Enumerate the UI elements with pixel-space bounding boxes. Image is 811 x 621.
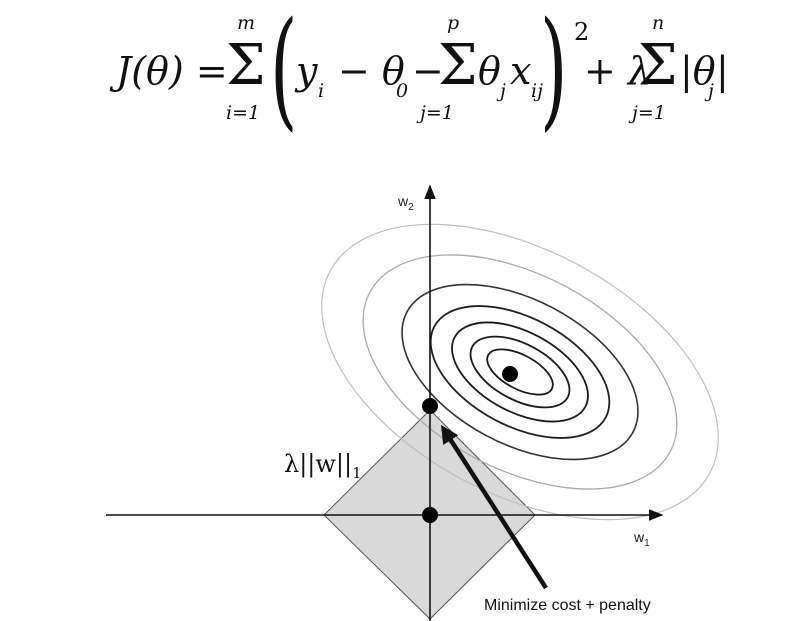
power-2: 2 bbox=[574, 18, 590, 46]
sum3-lower: j=1 bbox=[632, 102, 666, 124]
term-x: x bbox=[510, 49, 532, 93]
sum3-sigma: Σ bbox=[638, 33, 678, 98]
contour-ring bbox=[362, 254, 678, 490]
term-minus-theta0: − θ bbox=[338, 49, 405, 93]
contour-ring bbox=[451, 321, 589, 423]
contour-ring bbox=[429, 305, 611, 439]
formula-lhs: J(θ) = bbox=[116, 49, 228, 93]
lasso-cost-formula: J(θ) = m Σ i=1 ( y i − θ 0 − p Σ j=1 θ j… bbox=[0, 0, 811, 150]
term-theta-j: θ bbox=[478, 49, 501, 93]
contour-ring bbox=[469, 335, 571, 409]
sum2-upper: p bbox=[447, 12, 460, 34]
sum3-upper: n bbox=[652, 12, 665, 34]
x-axis-label-sub: 1 bbox=[644, 537, 650, 549]
term-minus: − bbox=[412, 49, 444, 93]
term-plus-lambda: + λ bbox=[584, 49, 653, 93]
sum2-sigma: Σ bbox=[438, 33, 478, 98]
caption-minimize-cost-penalty: Minimize cost + penalty bbox=[484, 597, 651, 614]
penalty-label-sub: 1 bbox=[352, 463, 362, 482]
contour-ring bbox=[321, 223, 719, 521]
sum1-upper: m bbox=[237, 12, 256, 34]
theta-j-sub: j bbox=[500, 80, 506, 102]
contour-ring bbox=[401, 283, 639, 461]
right-paren: ) bbox=[540, 0, 568, 144]
y-axis-label-text: w bbox=[398, 193, 409, 209]
origin-point bbox=[422, 507, 438, 523]
sum1-sigma: Σ bbox=[226, 33, 266, 98]
ols-minimum-point bbox=[502, 366, 518, 382]
penalty-label-text: λ||w|| bbox=[284, 450, 353, 478]
term-y: y bbox=[296, 49, 318, 93]
sum1-lower: i=1 bbox=[226, 102, 261, 124]
x-sub: ij bbox=[531, 80, 543, 102]
abs-theta-sub: j bbox=[708, 80, 714, 102]
lasso-solution-point bbox=[422, 398, 438, 414]
x-axis-label: w1 bbox=[634, 530, 650, 549]
pointer-arrow bbox=[441, 424, 548, 590]
theta0-sub: 0 bbox=[396, 80, 409, 102]
y-axis-label-sub: 2 bbox=[408, 201, 414, 213]
penalty-label: λ||w||1 bbox=[284, 452, 362, 481]
contour-ring bbox=[486, 348, 554, 396]
term-y-sub: i bbox=[318, 80, 325, 102]
sum2-lower: j=1 bbox=[420, 102, 454, 124]
cost-contours bbox=[321, 223, 719, 521]
y-axis-label: w2 bbox=[398, 194, 414, 213]
term-abs-theta: |θ bbox=[680, 49, 716, 93]
x-axis-label-text: w bbox=[634, 529, 645, 545]
term-abs-close: | bbox=[716, 49, 729, 93]
left-paren: ( bbox=[270, 0, 298, 144]
